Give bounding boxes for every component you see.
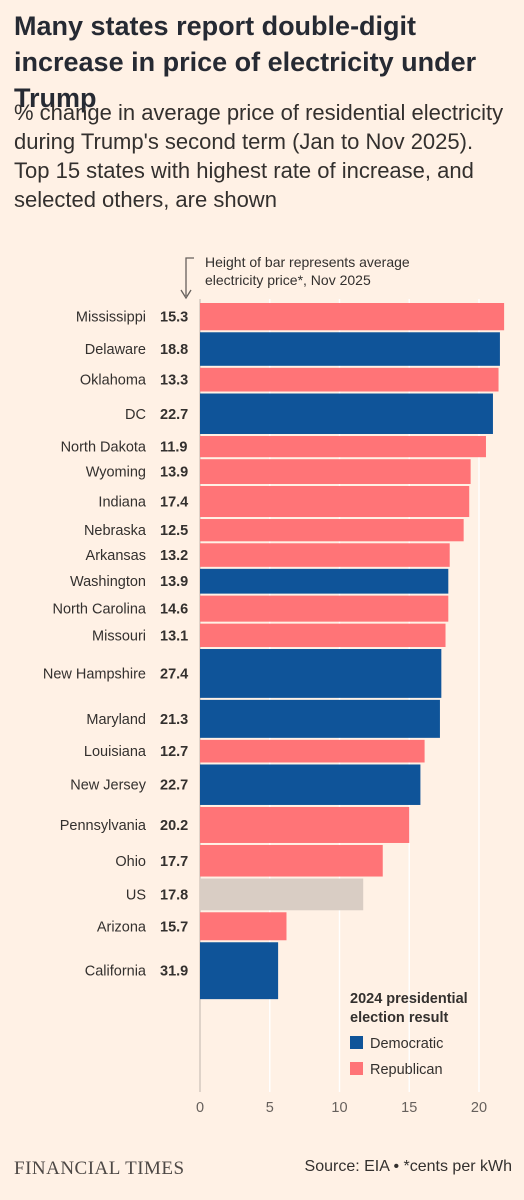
legend-swatch-democratic	[350, 1036, 363, 1049]
price-label-ohio: 17.7	[160, 854, 188, 870]
state-label-maryland: Maryland	[86, 712, 146, 728]
price-label-nebraska: 12.5	[160, 523, 188, 539]
price-label-pennsylvania: 20.2	[160, 818, 188, 834]
bar-washington	[200, 568, 449, 594]
legend-title-line-1: 2024 presidential	[350, 991, 468, 1007]
price-label-arkansas: 13.2	[160, 548, 188, 564]
price-label-new-jersey: 22.7	[160, 778, 188, 794]
bar-north-dakota	[200, 435, 486, 458]
bar-nebraska	[200, 519, 464, 542]
annotation-arrow-icon	[185, 257, 194, 296]
price-annotation: Height of bar represents average electri…	[180, 254, 410, 300]
annotation-arrowhead-icon	[180, 289, 192, 300]
state-label-missouri: Missouri	[92, 628, 146, 644]
bar-maryland	[200, 699, 440, 738]
x-tick-label-0: 0	[196, 1100, 204, 1116]
chart-title: Many states report double-digit increase…	[14, 11, 477, 113]
state-label-mississippi: Mississippi	[76, 310, 146, 326]
bar-pennsylvania	[200, 806, 410, 843]
bar-louisiana	[200, 739, 425, 763]
price-label-washington: 13.9	[160, 574, 188, 590]
bar-north-carolina	[200, 595, 449, 622]
annotation-line-2: electricity price*, Nov 2025	[205, 272, 371, 288]
price-label-california: 31.9	[160, 964, 188, 980]
state-label-arkansas: Arkansas	[86, 548, 146, 564]
legend-swatch-republican	[350, 1062, 363, 1075]
bar-california	[200, 942, 279, 1000]
price-label-arizona: 15.7	[160, 919, 188, 935]
bar-delaware	[200, 332, 500, 366]
state-label-oklahoma: Oklahoma	[80, 373, 147, 389]
annotation-line-1: Height of bar represents average	[205, 254, 410, 270]
legend-label-democratic: Democratic	[370, 1036, 443, 1052]
state-label-nebraska: Nebraska	[84, 523, 147, 539]
state-label-us: US	[126, 887, 146, 903]
state-label-delaware: Delaware	[85, 342, 146, 358]
row-labels: Mississippi 15.3 Delaware 18.8 Oklahoma 13.3 D…	[43, 310, 188, 980]
bar-arizona	[200, 912, 287, 941]
price-label-dc: 22.7	[160, 407, 188, 423]
x-tick-label-15: 15	[401, 1100, 417, 1116]
price-label-oklahoma: 13.3	[160, 373, 188, 389]
legend-title-line-2: election result	[350, 1010, 448, 1026]
state-label-arizona: Arizona	[97, 919, 147, 935]
price-label-maryland: 21.3	[160, 712, 188, 728]
state-label-california: California	[85, 964, 147, 980]
price-label-us: 17.8	[160, 887, 188, 903]
state-label-north-dakota: North Dakota	[61, 440, 147, 456]
x-axis-ticks: 0 5 10 15 20	[196, 1100, 487, 1116]
chart-subtitle: % change in average price of residential…	[14, 100, 504, 212]
price-label-missouri: 13.1	[160, 628, 188, 644]
bar-oklahoma	[200, 367, 499, 392]
price-label-mississippi: 15.3	[160, 310, 188, 326]
state-label-washington: Washington	[70, 574, 146, 590]
state-label-louisiana: Louisiana	[84, 744, 147, 760]
state-label-new-hampshire: New Hampshire	[43, 666, 146, 682]
x-tick-label-10: 10	[331, 1100, 347, 1116]
bar-missouri	[200, 623, 446, 648]
bar-us	[200, 878, 364, 911]
bar-indiana	[200, 485, 470, 518]
bar-arkansas	[200, 543, 450, 567]
legend: 2024 presidential election result Democr…	[350, 991, 468, 1078]
bar-wyoming	[200, 459, 471, 484]
state-label-dc: DC	[125, 407, 146, 423]
bar-new-jersey	[200, 764, 421, 805]
price-label-new-hampshire: 27.4	[160, 666, 188, 682]
price-label-north-carolina: 14.6	[160, 602, 188, 618]
price-label-north-dakota: 11.9	[160, 440, 187, 456]
bar-new-hampshire	[200, 649, 442, 698]
price-label-louisiana: 12.7	[160, 744, 188, 760]
state-label-pennsylvania: Pennsylvania	[60, 818, 147, 834]
state-label-wyoming: Wyoming	[86, 465, 146, 481]
state-label-north-carolina: North Carolina	[53, 602, 147, 618]
state-label-new-jersey: New Jersey	[70, 778, 146, 794]
x-tick-label-20: 20	[471, 1100, 487, 1116]
state-label-ohio: Ohio	[115, 854, 146, 870]
price-label-delaware: 18.8	[160, 342, 188, 358]
bar-dc	[200, 393, 493, 434]
price-label-wyoming: 13.9	[160, 465, 188, 481]
bars	[200, 303, 505, 1000]
price-label-indiana: 17.4	[160, 495, 188, 511]
ft-logo: FINANCIAL TIMES	[14, 1158, 185, 1179]
x-tick-label-5: 5	[266, 1100, 274, 1116]
legend-label-republican: Republican	[370, 1062, 443, 1078]
state-label-indiana: Indiana	[98, 495, 147, 511]
bar-ohio	[200, 844, 383, 877]
source-note: Source: EIA • *cents per kWh	[304, 1158, 512, 1175]
bar-mississippi	[200, 303, 505, 331]
